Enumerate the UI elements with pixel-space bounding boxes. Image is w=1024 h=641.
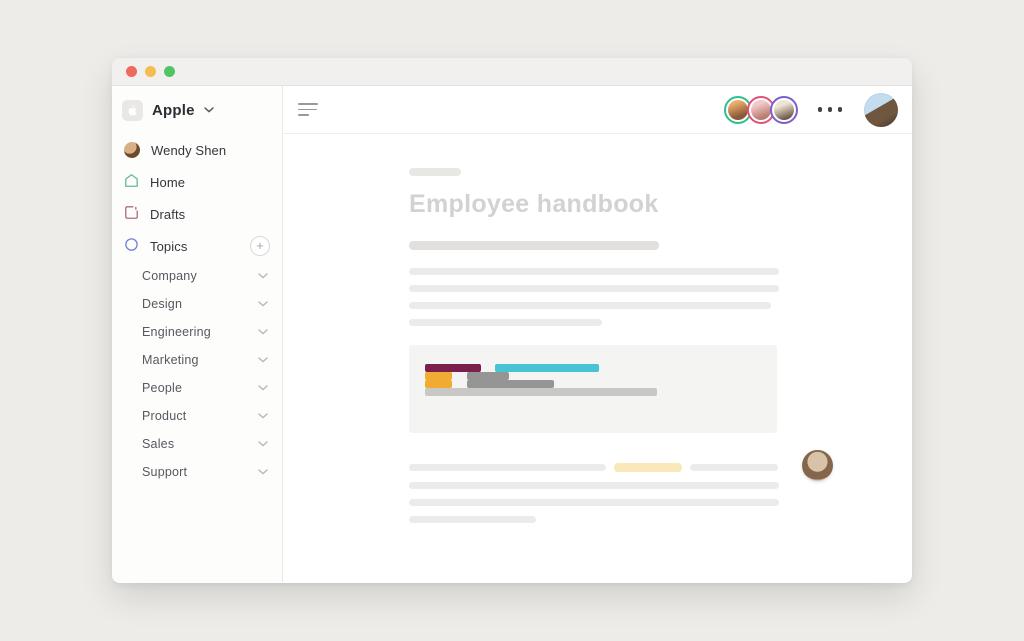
topic-item-design[interactable]: Design bbox=[112, 290, 282, 318]
chevron-down-icon bbox=[258, 357, 268, 363]
placeholder-subtitle bbox=[409, 241, 659, 250]
placeholder-kicker bbox=[409, 168, 461, 176]
topic-label: Engineering bbox=[142, 325, 211, 339]
drafts-icon bbox=[124, 205, 139, 223]
placeholder-line bbox=[409, 516, 536, 523]
sidebar-item-label: Home bbox=[150, 174, 186, 190]
close-window-button[interactable] bbox=[126, 66, 137, 77]
topic-item-marketing[interactable]: Marketing bbox=[112, 346, 282, 374]
chevron-down-icon bbox=[258, 301, 268, 307]
placeholder-segment bbox=[690, 464, 778, 471]
topics-list: Company Design Engineering Marketing bbox=[112, 262, 282, 486]
callout-bar-yellow bbox=[425, 380, 452, 388]
home-icon bbox=[124, 173, 139, 191]
sidebar-item-topics[interactable]: Topics + bbox=[112, 230, 282, 262]
callout-bar-teal bbox=[495, 364, 599, 372]
callout-bar-maroon bbox=[425, 364, 481, 372]
topic-item-company[interactable]: Company bbox=[112, 262, 282, 290]
more-options-icon[interactable] bbox=[817, 103, 842, 116]
workspace-switcher[interactable]: Apple bbox=[112, 99, 282, 121]
zoom-window-button[interactable] bbox=[164, 66, 175, 77]
minimize-window-button[interactable] bbox=[145, 66, 156, 77]
callout-bar-yellow bbox=[425, 372, 452, 380]
topic-item-support[interactable]: Support bbox=[112, 458, 282, 486]
sidebar-item-drafts[interactable]: Drafts bbox=[112, 198, 282, 230]
callout-bar-gray bbox=[467, 372, 509, 380]
sidebar-nav: Wendy Shen Home bbox=[112, 134, 282, 486]
placeholder-line bbox=[409, 499, 779, 506]
chevron-down-icon bbox=[203, 107, 214, 113]
sidebar: Apple Wendy Shen Home bbox=[112, 86, 283, 582]
chevron-down-icon bbox=[258, 385, 268, 391]
placeholder-segment bbox=[409, 464, 606, 471]
chevron-down-icon bbox=[258, 441, 268, 447]
placeholder-line bbox=[409, 285, 779, 292]
window-titlebar bbox=[112, 58, 912, 86]
collaborator-avatars bbox=[723, 95, 798, 124]
topic-label: Sales bbox=[142, 437, 175, 451]
placeholder-line bbox=[409, 482, 779, 489]
sidebar-item-label: Drafts bbox=[150, 206, 186, 222]
topic-label: Company bbox=[142, 269, 197, 283]
menu-icon[interactable] bbox=[298, 103, 318, 116]
topic-item-sales[interactable]: Sales bbox=[112, 430, 282, 458]
placeholder-line bbox=[409, 302, 771, 309]
workspace-name: Apple bbox=[152, 101, 195, 119]
current-user-avatar[interactable] bbox=[864, 92, 898, 127]
sidebar-item-profile[interactable]: Wendy Shen bbox=[112, 134, 282, 166]
highlighted-segment bbox=[614, 463, 682, 472]
chevron-down-icon bbox=[258, 413, 268, 419]
add-topic-button[interactable]: + bbox=[250, 236, 270, 256]
callout-block bbox=[409, 345, 777, 433]
chevron-down-icon bbox=[258, 469, 268, 475]
apple-logo-icon bbox=[122, 99, 143, 121]
commenter-avatar[interactable] bbox=[802, 450, 833, 481]
callout-bar-gray bbox=[467, 380, 554, 388]
topics-icon bbox=[124, 237, 139, 255]
topic-label: People bbox=[142, 381, 183, 395]
document-toolbar bbox=[283, 86, 912, 134]
sidebar-item-home[interactable]: Home bbox=[112, 166, 282, 198]
user-avatar-small bbox=[124, 142, 140, 158]
topic-label: Marketing bbox=[142, 353, 199, 367]
topic-item-people[interactable]: People bbox=[112, 374, 282, 402]
placeholder-line-highlighted bbox=[409, 463, 912, 472]
document-canvas: Employee handbook bbox=[283, 134, 912, 582]
sidebar-item-label: Topics bbox=[150, 238, 188, 254]
collaborator-avatar-3[interactable] bbox=[769, 95, 798, 124]
callout-bar-light bbox=[425, 388, 657, 396]
chevron-down-icon bbox=[258, 273, 268, 279]
topic-item-product[interactable]: Product bbox=[112, 402, 282, 430]
topic-item-engineering[interactable]: Engineering bbox=[112, 318, 282, 346]
topic-label: Design bbox=[142, 297, 183, 311]
chevron-down-icon bbox=[258, 329, 268, 335]
main-panel: Employee handbook bbox=[283, 86, 912, 582]
app-window: Apple Wendy Shen Home bbox=[112, 58, 912, 583]
topic-label: Support bbox=[142, 465, 188, 479]
user-name: Wendy Shen bbox=[151, 142, 227, 158]
document-title[interactable]: Employee handbook bbox=[409, 190, 659, 218]
placeholder-line bbox=[409, 268, 779, 275]
topic-label: Product bbox=[142, 409, 187, 423]
placeholder-line bbox=[409, 319, 602, 326]
